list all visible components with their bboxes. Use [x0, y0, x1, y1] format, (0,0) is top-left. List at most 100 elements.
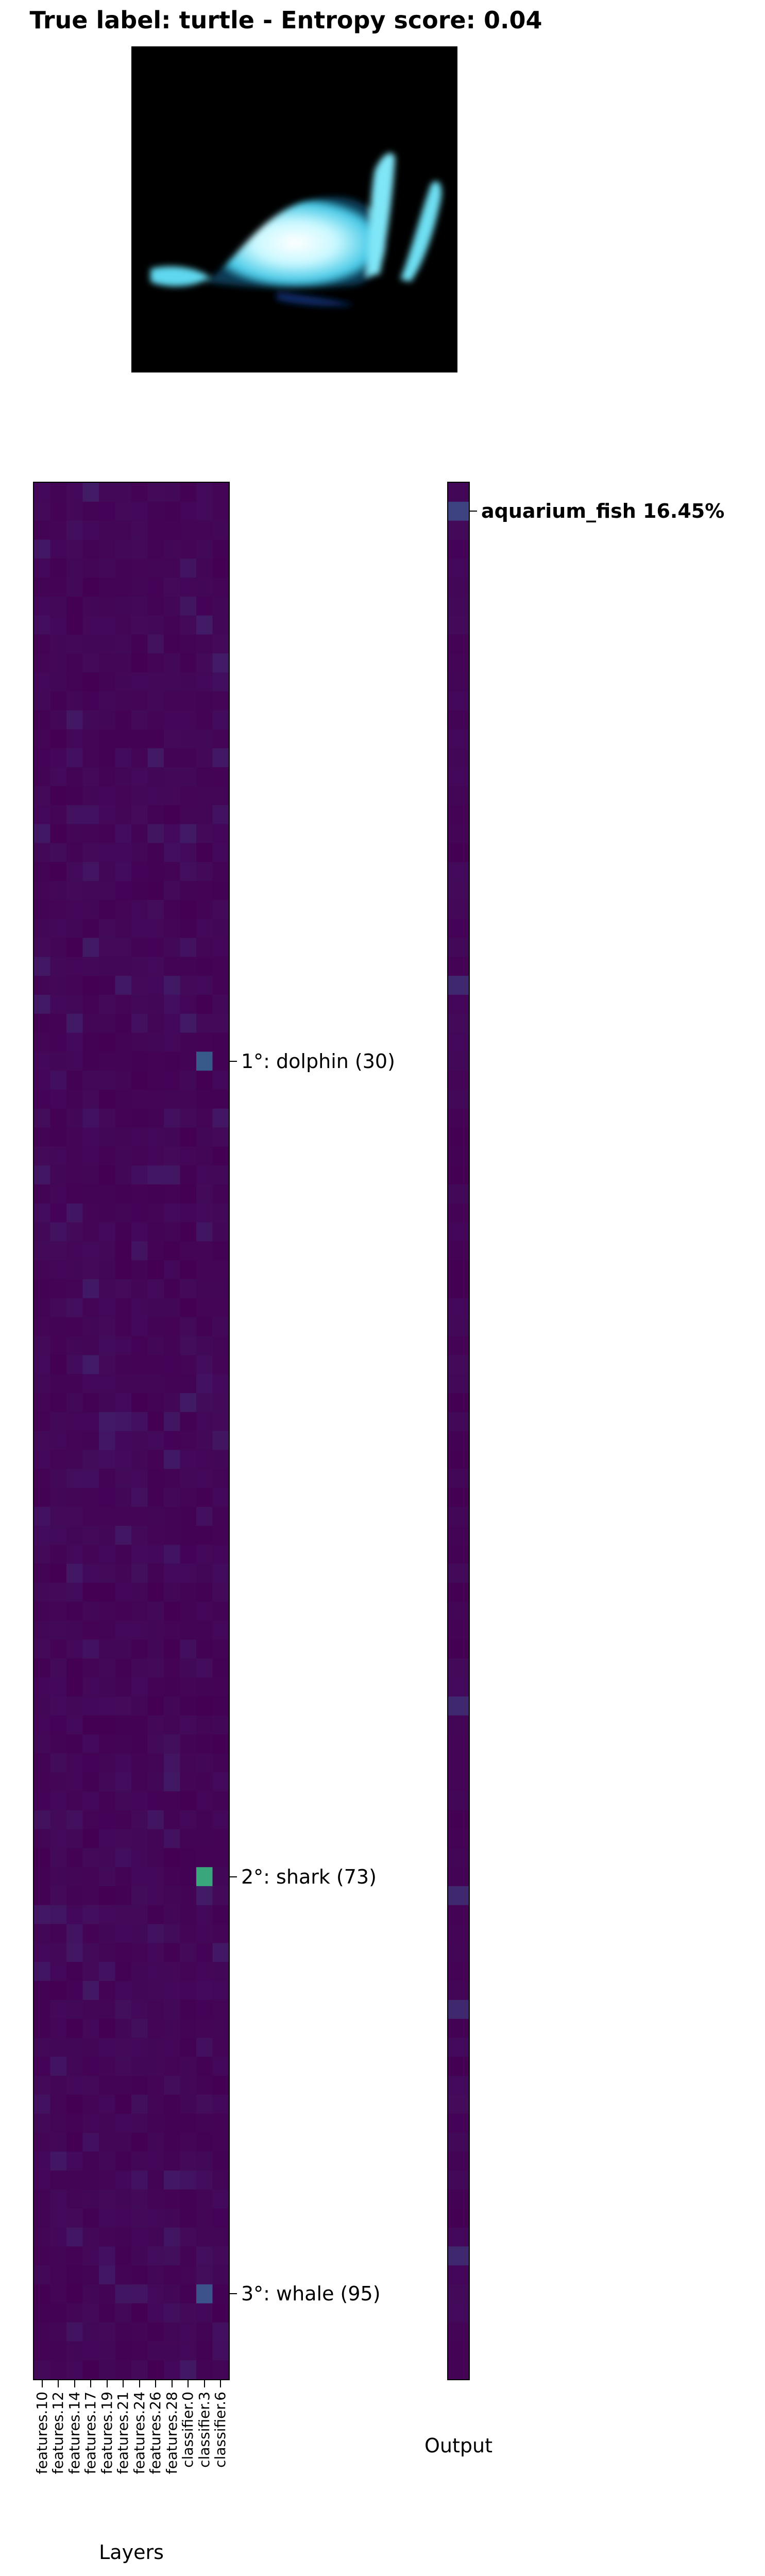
- heatmap-cell: [164, 1582, 181, 1602]
- heatmap-cell: [115, 786, 132, 806]
- heatmap-cell: [212, 1582, 229, 1602]
- heatmap-cell: [196, 1203, 213, 1223]
- output-cell-highlight: [448, 976, 469, 995]
- heatmap-cell: [180, 1772, 197, 1792]
- heatmap-cell: [196, 1810, 213, 1830]
- heatmap-cell: [164, 1848, 181, 1868]
- heatmap-cell: [115, 1071, 132, 1090]
- output-cell: [448, 767, 469, 787]
- heatmap-cell: [66, 1620, 83, 1640]
- heatmap-cell: [34, 1867, 51, 1887]
- heatmap-cell: [34, 2151, 51, 2171]
- heatmap-cell: [115, 1127, 132, 1147]
- heatmap-cell: [115, 1412, 132, 1432]
- heatmap-cell: [115, 1336, 132, 1355]
- heatmap-cell: [147, 1298, 164, 1318]
- heatmap-cell: [131, 1184, 148, 1204]
- heatmap-cell: [147, 1943, 164, 1962]
- output-cell: [448, 994, 469, 1014]
- heatmap-cell: [115, 1810, 132, 1830]
- output-cell: [448, 2057, 469, 2076]
- output-cell: [448, 1165, 469, 1185]
- heatmap-cell: [131, 786, 148, 806]
- heatmap-cell: [50, 501, 67, 521]
- heatmap-cell: [147, 2189, 164, 2209]
- heatmap-cell: [99, 2094, 116, 2114]
- heatmap-cell: [115, 1545, 132, 1564]
- heatmap-cell: [212, 483, 229, 502]
- heatmap-cell: [82, 1980, 99, 2001]
- heatmap-cell: [82, 1203, 99, 1223]
- heatmap-cell: [212, 729, 229, 749]
- heatmap-cell: [66, 1374, 83, 1394]
- x-tick: [90, 2380, 92, 2387]
- heatmap-cell: [164, 1620, 181, 1640]
- heatmap-cell: [147, 672, 164, 692]
- heatmap-cell: [50, 1582, 67, 1602]
- heatmap-cell: [50, 1393, 67, 1413]
- heatmap-cell: [115, 2171, 132, 2190]
- output-cell: [448, 1127, 469, 1147]
- heatmap-cell: [212, 1829, 229, 1849]
- heatmap-cell: [50, 994, 67, 1014]
- heatmap-cell: [99, 1260, 116, 1280]
- heatmap-cell: [34, 1184, 51, 1204]
- heatmap-cell: [212, 1241, 229, 1261]
- heatmap-cell: [212, 1999, 229, 2020]
- heatmap-cell: [50, 1450, 67, 1469]
- heatmap-cell: [164, 1298, 181, 1318]
- heatmap-cell: [180, 2322, 197, 2342]
- output-cell: [448, 1450, 469, 1469]
- activation-heatmap: [33, 482, 230, 2380]
- heatmap-cell: [147, 1374, 164, 1394]
- heatmap-cell: [34, 843, 51, 862]
- output-cell: [448, 1336, 469, 1355]
- heatmap-cell: [115, 1715, 132, 1735]
- heatmap-cell: [212, 881, 229, 901]
- heatmap-cell: [147, 994, 164, 1014]
- heatmap-cell: [115, 2189, 132, 2209]
- output-cell: [448, 596, 469, 616]
- heatmap-cell: [164, 748, 181, 768]
- heatmap-cell: [212, 1146, 229, 1166]
- heatmap-cell: [66, 2019, 83, 2039]
- heatmap-cell: [131, 2019, 148, 2039]
- heatmap-cell: [131, 1772, 148, 1792]
- heatmap-cell-highlight: [196, 1867, 213, 1887]
- heatmap-cell: [212, 2057, 229, 2076]
- heatmap-cell: [50, 2208, 67, 2228]
- heatmap-cell: [212, 1260, 229, 1280]
- output-cell: [448, 2265, 469, 2285]
- heatmap-cell: [50, 2038, 67, 2057]
- x-tick: [123, 2380, 124, 2387]
- heatmap-cell: [212, 710, 229, 730]
- heatmap-cell: [164, 805, 181, 825]
- heatmap-cell: [66, 1431, 83, 1450]
- output-cell: [448, 558, 469, 578]
- layer-label-7: features.26: [147, 2392, 164, 2475]
- heatmap-cell: [82, 634, 99, 654]
- heatmap-cell: [147, 2038, 164, 2057]
- heatmap-cell: [66, 2227, 83, 2247]
- output-cell: [448, 1203, 469, 1223]
- heatmap-cell: [99, 1108, 116, 1128]
- heatmap-cell: [82, 2038, 99, 2057]
- heatmap-cell: [180, 1848, 197, 1868]
- heatmap-cell: [164, 1260, 181, 1280]
- heatmap-cell: [99, 691, 116, 711]
- heatmap-cell: [131, 691, 148, 711]
- heatmap-cell: [147, 2076, 164, 2095]
- output-cell: [448, 824, 469, 843]
- heatmap-cell: [196, 1753, 213, 1773]
- ranked-label-2: 2°: shark (73): [241, 1865, 377, 1888]
- heatmap-cell: [115, 520, 132, 540]
- heatmap-cell: [180, 1260, 197, 1280]
- heatmap-cell: [180, 1829, 197, 1849]
- heatmap-cell: [34, 520, 51, 540]
- heatmap-cell: [196, 1943, 213, 1962]
- heatmap-cell: [164, 1450, 181, 1469]
- heatmap-cell: [164, 2019, 181, 2039]
- heatmap-cell: [99, 2171, 116, 2190]
- heatmap-cell: [50, 1260, 67, 1280]
- heatmap-cell: [50, 2341, 67, 2361]
